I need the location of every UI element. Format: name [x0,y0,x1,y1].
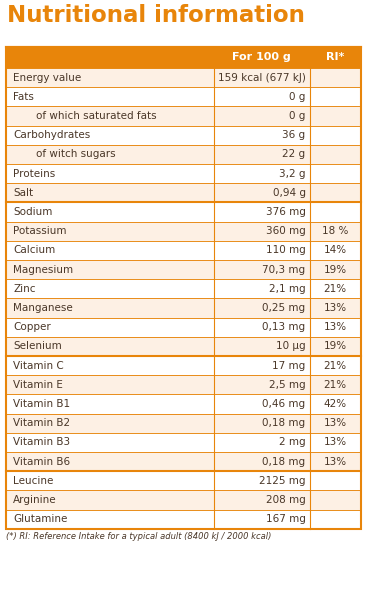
Text: 13%: 13% [324,322,347,332]
Bar [6,47,361,68]
Text: Vitamin C: Vitamin C [13,361,64,371]
Text: 19%: 19% [324,265,347,275]
Text: RI*: RI* [326,52,345,63]
Text: Potassium: Potassium [13,226,66,236]
Text: 22 g: 22 g [282,150,305,159]
Text: Nutritional information: Nutritional information [7,4,305,27]
Bar [6,452,361,471]
Text: 0,18 mg: 0,18 mg [262,457,305,467]
Text: Sodium: Sodium [13,207,52,217]
Text: Glutamine: Glutamine [13,514,68,524]
Bar [6,87,361,107]
Text: 0,46 mg: 0,46 mg [262,399,305,409]
Text: Salt: Salt [13,188,33,198]
Text: Vitamin B2: Vitamin B2 [13,418,70,428]
Bar [6,260,361,279]
Bar [6,145,361,164]
Text: 18 %: 18 % [322,226,348,236]
Text: Arginine: Arginine [13,495,57,505]
Text: 0,18 mg: 0,18 mg [262,418,305,428]
Bar [6,414,361,433]
Text: 159 kcal (677 kJ): 159 kcal (677 kJ) [218,73,305,83]
Text: 13%: 13% [324,418,347,428]
Text: 13%: 13% [324,303,347,313]
Bar [6,279,361,299]
Text: of which saturated fats: of which saturated fats [36,111,157,121]
Text: 13%: 13% [324,457,347,467]
Bar [6,337,361,356]
Text: 10 μg: 10 μg [276,342,305,352]
Bar [6,491,361,510]
Text: 2 mg: 2 mg [279,437,305,448]
Text: 3,2 g: 3,2 g [279,169,305,179]
Text: 14%: 14% [324,246,347,256]
Text: 0,25 mg: 0,25 mg [262,303,305,313]
Text: 0 g: 0 g [289,111,305,121]
Text: 2125 mg: 2125 mg [259,476,305,486]
Bar [6,395,361,414]
Text: 208 mg: 208 mg [266,495,305,505]
Text: (*) RI: Reference Intake for a typical adult (8400 kJ / 2000 kcal): (*) RI: Reference Intake for a typical a… [6,532,271,541]
Bar [6,126,361,145]
Bar [6,222,361,241]
Text: 21%: 21% [324,380,347,390]
Bar [6,356,361,375]
Text: Vitamin E: Vitamin E [13,380,63,390]
Text: of witch sugars: of witch sugars [36,150,116,159]
Text: 167 mg: 167 mg [266,514,305,524]
Text: 2,1 mg: 2,1 mg [269,284,305,294]
Text: 360 mg: 360 mg [266,226,305,236]
Bar [6,183,361,203]
Text: 0,13 mg: 0,13 mg [262,322,305,332]
Text: Fats: Fats [13,92,34,102]
Text: Magnesium: Magnesium [13,265,73,275]
Text: 0 g: 0 g [289,92,305,102]
Bar [6,68,361,87]
Text: 36 g: 36 g [282,130,305,140]
Text: 0,94 g: 0,94 g [273,188,305,198]
Text: 376 mg: 376 mg [266,207,305,217]
Bar [6,375,361,395]
Text: 42%: 42% [324,399,347,409]
Bar [6,107,361,126]
Bar [6,299,361,318]
Text: 17 mg: 17 mg [272,361,305,371]
Text: 19%: 19% [324,342,347,352]
Text: Zinc: Zinc [13,284,36,294]
Text: 110 mg: 110 mg [266,246,305,256]
Text: Carbohydrates: Carbohydrates [13,130,90,140]
Bar [6,510,361,529]
Text: 21%: 21% [324,361,347,371]
Text: Vitamin B3: Vitamin B3 [13,437,70,448]
Text: For 100 g: For 100 g [232,52,291,63]
Bar [6,47,361,529]
Text: Energy value: Energy value [13,73,81,83]
Text: Vitamin B1: Vitamin B1 [13,399,70,409]
Text: Copper: Copper [13,322,51,332]
Text: Manganese: Manganese [13,303,73,313]
Text: 21%: 21% [324,284,347,294]
Text: 13%: 13% [324,437,347,448]
Text: Leucine: Leucine [13,476,53,486]
Bar [6,433,361,452]
Text: Calcium: Calcium [13,246,55,256]
Text: 2,5 mg: 2,5 mg [269,380,305,390]
Text: Vitamin B6: Vitamin B6 [13,457,70,467]
Bar [6,203,361,222]
Text: Selenium: Selenium [13,342,62,352]
Bar [6,471,361,491]
Bar [6,318,361,337]
Text: Proteins: Proteins [13,169,55,179]
Bar [6,241,361,260]
Text: 70,3 mg: 70,3 mg [262,265,305,275]
Bar [6,164,361,183]
